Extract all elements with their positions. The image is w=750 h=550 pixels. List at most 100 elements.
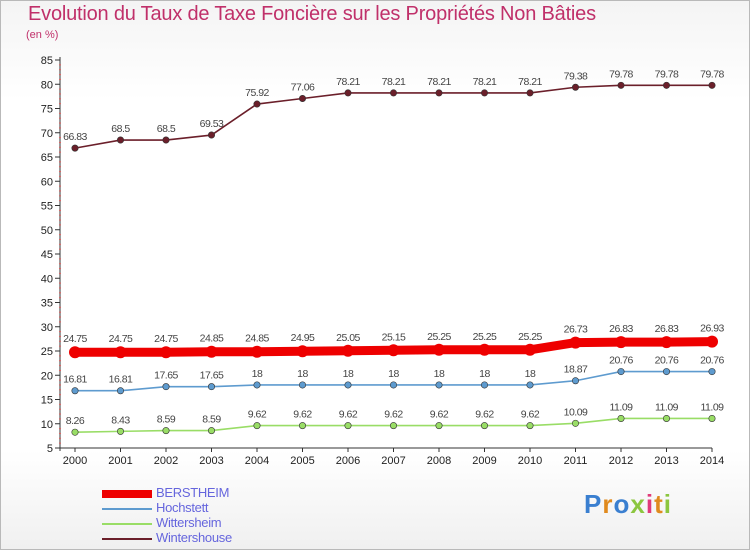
y-tick-label: 5 [47, 443, 53, 455]
data-label-hochstett: 18 [388, 368, 399, 380]
data-point-hochstett [617, 368, 625, 376]
data-point-hochstett [117, 387, 125, 395]
axes: 5 10 15 20 25 30 35 40 45 50 55 60 65 70 75 80 85 2000 200… [41, 55, 724, 467]
data-labels: 24.75 24.75 24.75 24.85 24.85 24.95 25.05 25.15… [63, 68, 725, 427]
x-tick-label: 2007 [381, 455, 405, 467]
legend-swatch-berstheim [102, 490, 152, 498]
data-point-berstheim [433, 343, 445, 356]
data-point-wintershouse [389, 89, 397, 97]
data-point-wittersheim [117, 427, 125, 435]
x-tick-label: 2003 [199, 455, 223, 467]
logo-letter: t [654, 489, 664, 519]
x-tick-label: 2013 [654, 455, 678, 467]
data-point-berstheim [205, 345, 218, 358]
y-tick-label: 85 [41, 55, 53, 67]
data-label-wittersheim: 11.09 [701, 401, 725, 413]
data-point-hochstett [344, 381, 352, 389]
data-point-wittersheim [662, 414, 670, 422]
y-tick-label: 50 [41, 225, 53, 237]
x-tick-label: 2000 [63, 455, 87, 467]
data-point-wintershouse [162, 136, 170, 144]
data-point-hochstett [71, 387, 79, 395]
x-tick-label: 2001 [108, 455, 132, 467]
y-tick-label: 30 [41, 322, 53, 334]
logo-letter: i [645, 489, 655, 519]
data-point-hochstett [389, 381, 397, 389]
y-tick-label: 80 [41, 79, 53, 91]
data-point-wittersheim [162, 427, 170, 435]
data-point-hochstett [571, 377, 579, 385]
data-point-wittersheim [298, 422, 306, 430]
data-point-wintershouse [526, 89, 534, 97]
data-point-wintershouse [253, 100, 261, 108]
x-tick-label: 2014 [700, 455, 724, 467]
data-label-wittersheim: 11.09 [655, 401, 679, 413]
data-point-hochstett [435, 381, 443, 389]
data-label-berstheim: 26.83 [655, 323, 679, 335]
data-point-wintershouse [617, 81, 625, 89]
logo-letter: o [613, 489, 631, 519]
data-point-wittersheim [480, 422, 488, 430]
data-label-hochstett: 18 [525, 368, 536, 380]
data-point-hochstett [480, 381, 488, 389]
data-point-berstheim [706, 335, 718, 348]
data-label-hochstett: 20.76 [609, 355, 633, 367]
data-point-berstheim [296, 345, 309, 358]
data-point-berstheim [69, 346, 81, 359]
data-label-wintershouse: 79.78 [609, 68, 633, 80]
data-point-hochstett [526, 381, 534, 389]
y-tick-label: 25 [41, 346, 53, 358]
data-point-wintershouse [71, 144, 79, 152]
data-point-hochstett [662, 368, 670, 376]
legend-label-berstheim: BERSTHEIM [156, 485, 230, 500]
data-label-wittersheim: 9.62 [521, 409, 540, 421]
data-label-wittersheim: 9.62 [475, 409, 494, 421]
data-label-berstheim: 24.85 [200, 333, 224, 345]
data-point-wittersheim [526, 422, 534, 430]
data-label-berstheim: 25.15 [382, 331, 406, 343]
data-point-wittersheim [435, 422, 443, 430]
data-label-berstheim: 25.25 [427, 331, 451, 343]
y-tick-label: 10 [41, 419, 53, 431]
data-point-wintershouse [571, 83, 579, 91]
logo-letter: i [663, 489, 672, 519]
legend-swatch-wittersheim [102, 523, 152, 525]
data-label-berstheim: 24.95 [291, 332, 315, 344]
data-label-wittersheim: 9.62 [339, 409, 358, 421]
x-tick-label: 2011 [564, 455, 588, 467]
data-label-hochstett: 18 [479, 368, 490, 380]
x-tick-label: 2006 [336, 455, 360, 467]
data-label-berstheim: 26.73 [564, 324, 588, 336]
y-tick-label: 45 [41, 249, 53, 261]
data-point-berstheim [387, 344, 400, 357]
data-point-berstheim [478, 343, 491, 356]
data-label-wittersheim: 9.62 [293, 409, 312, 421]
data-label-hochstett: 18.87 [564, 364, 588, 376]
data-point-wintershouse [662, 81, 670, 89]
data-point-wittersheim [344, 422, 352, 430]
y-tick-label: 20 [41, 370, 53, 382]
data-label-berstheim: 24.85 [245, 333, 269, 345]
data-label-berstheim: 24.75 [154, 333, 178, 345]
data-label-hochstett: 18 [252, 368, 263, 380]
data-label-berstheim: 25.05 [336, 332, 360, 344]
y-tick-label: 40 [41, 273, 53, 285]
legend-swatch-hochstett [102, 508, 152, 510]
x-tick-label: 2005 [290, 455, 314, 467]
data-label-hochstett: 16.81 [109, 374, 133, 386]
data-point-wintershouse [435, 89, 443, 97]
data-label-wittersheim: 8.26 [66, 415, 85, 427]
x-tick-label: 2012 [609, 455, 633, 467]
data-point-wittersheim [71, 428, 79, 436]
data-point-hochstett [708, 368, 716, 376]
y-tick-label: 35 [41, 298, 53, 310]
data-point-berstheim [569, 336, 582, 349]
data-point-wintershouse [117, 136, 125, 144]
x-tick-label: 2010 [518, 455, 542, 467]
data-label-berstheim: 24.75 [63, 333, 87, 345]
data-point-hochstett [298, 381, 306, 389]
data-point-hochstett [253, 381, 261, 389]
data-point-berstheim [160, 346, 172, 359]
